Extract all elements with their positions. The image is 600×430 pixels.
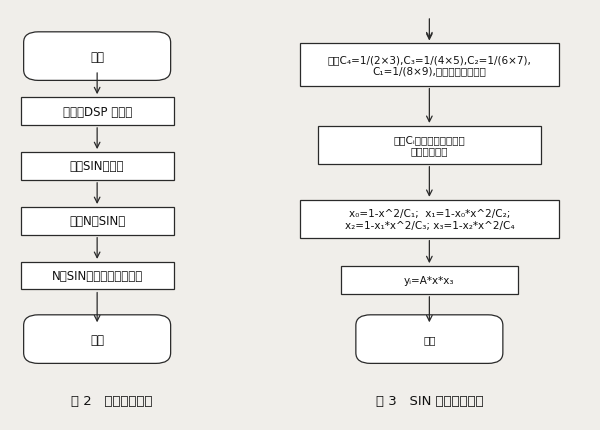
- Text: 图 2   主程序流程图: 图 2 主程序流程图: [71, 394, 152, 407]
- FancyBboxPatch shape: [356, 315, 503, 363]
- FancyBboxPatch shape: [20, 98, 173, 126]
- Text: yᵢ=A*x*x₃: yᵢ=A*x*x₃: [404, 275, 455, 286]
- FancyBboxPatch shape: [20, 153, 173, 180]
- FancyBboxPatch shape: [341, 267, 518, 294]
- FancyBboxPatch shape: [300, 44, 559, 86]
- Text: 计算N个SIN值: 计算N个SIN值: [69, 215, 125, 228]
- Text: 图 3   SIN 子程序流程图: 图 3 SIN 子程序流程图: [376, 394, 483, 407]
- Text: 系数C₄=1/(2×3),C₃=1/(4×5),C₂=1/(6×7),
C₁=1/(8×9),保存在程序存储区: 系数C₄=1/(2×3),C₃=1/(4×5),C₂=1/(6×7), C₁=1…: [328, 55, 531, 76]
- Text: 开始: 开始: [90, 50, 104, 64]
- Text: 调用SIN子程序: 调用SIN子程序: [70, 160, 124, 173]
- Text: 返回: 返回: [423, 334, 436, 344]
- Text: 系数Cᵢ由程序存储区搞移
到数据存储区: 系数Cᵢ由程序存储区搞移 到数据存储区: [394, 135, 465, 156]
- Text: x₀=1-x^2/C₁;  x₁=1-x₀*x^2/C₂;
x₂=1-x₁*x^2/C₃; x₃=1-x₂*x^2/C₄: x₀=1-x^2/C₁; x₁=1-x₀*x^2/C₂; x₂=1-x₁*x^2…: [344, 209, 514, 230]
- FancyBboxPatch shape: [317, 126, 541, 164]
- FancyBboxPatch shape: [23, 315, 170, 363]
- Text: N个SIN值保存在缓冲区中: N个SIN值保存在缓冲区中: [52, 270, 143, 283]
- FancyBboxPatch shape: [20, 262, 173, 290]
- FancyBboxPatch shape: [23, 33, 170, 81]
- Text: 结束: 结束: [90, 333, 104, 346]
- Text: 初始化DSP 及外设: 初始化DSP 及外设: [62, 105, 132, 118]
- FancyBboxPatch shape: [20, 208, 173, 235]
- FancyBboxPatch shape: [300, 200, 559, 238]
